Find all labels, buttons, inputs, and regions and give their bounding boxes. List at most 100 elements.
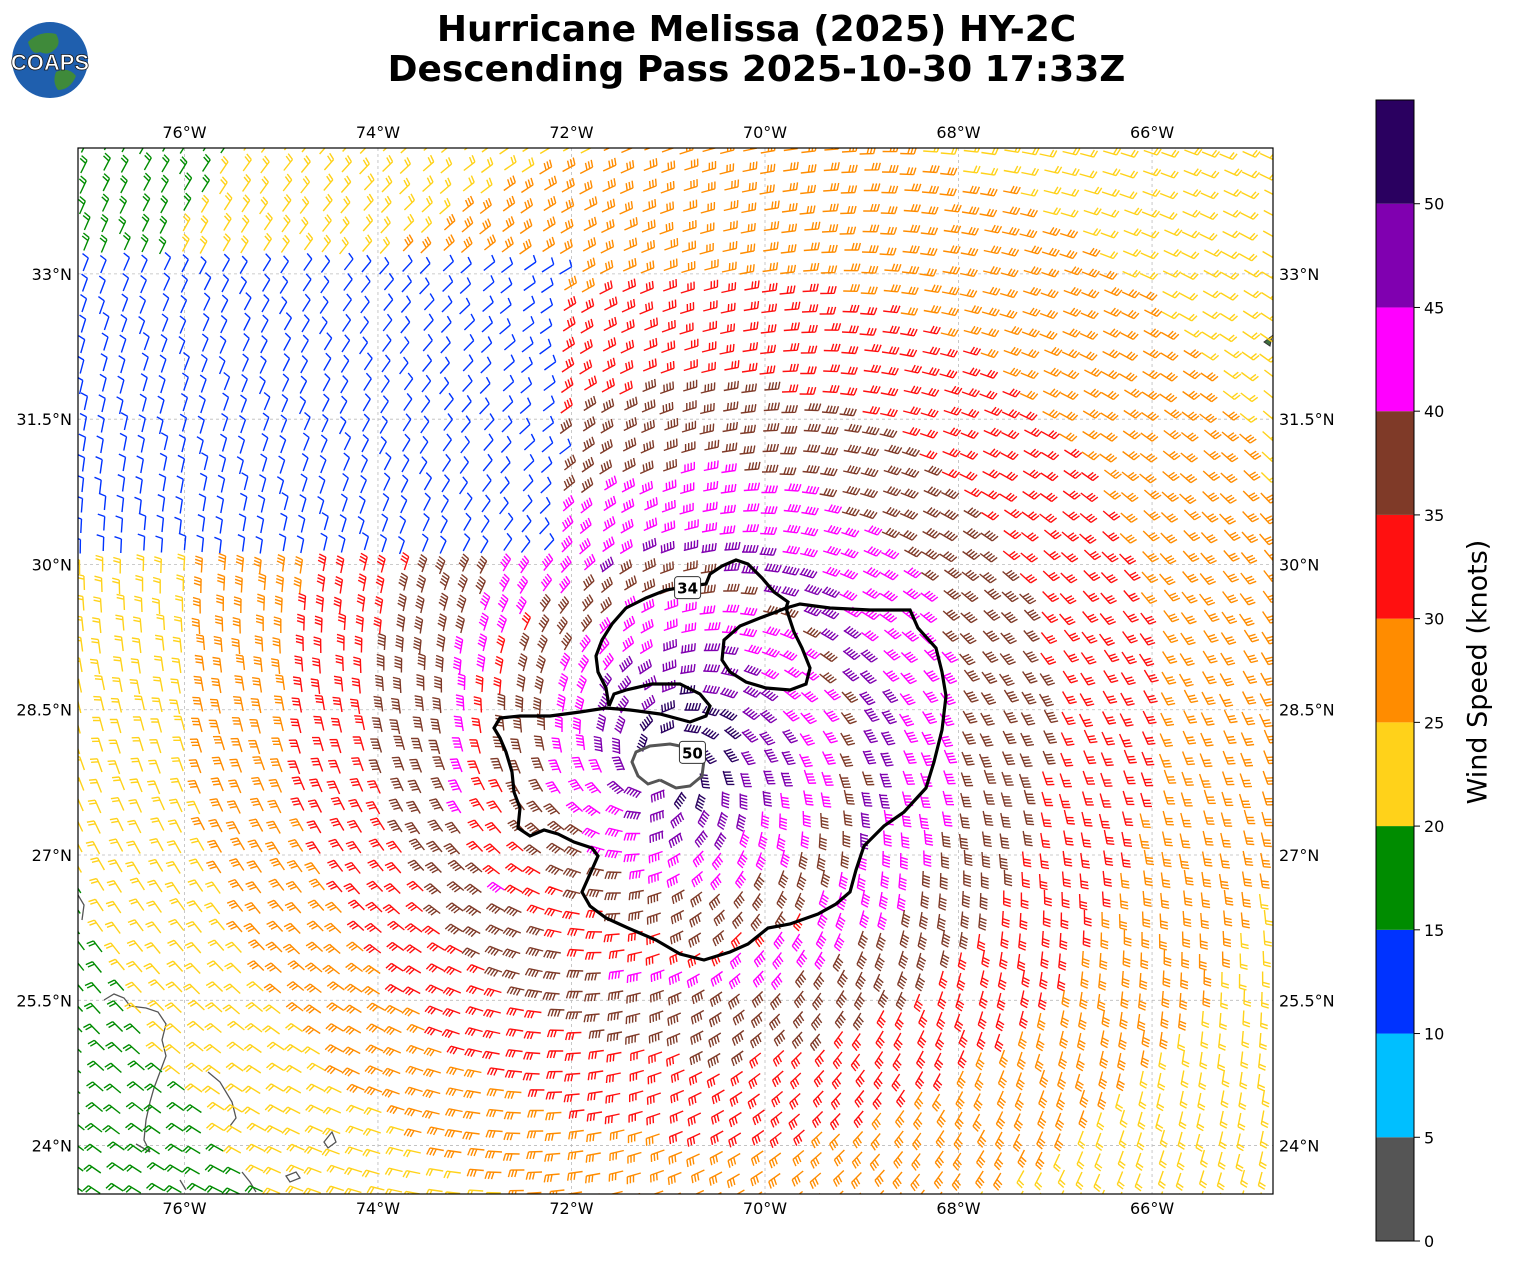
wind-barb: [900, 832, 910, 849]
wind-barb: [1220, 451, 1239, 463]
wind-barb: [1240, 552, 1258, 564]
wind-barb: [405, 1065, 424, 1075]
wind-barb: [144, 942, 161, 954]
wind-barb: [525, 925, 545, 936]
wind-barb: [506, 841, 524, 852]
wind-barb: [310, 757, 324, 772]
wind-barb: [328, 759, 341, 774]
wind-barb: [299, 494, 307, 513]
wind-barb: [507, 1169, 525, 1178]
wind-barb: [684, 519, 699, 531]
wind-barb: [955, 1091, 965, 1110]
wind-barb: [460, 435, 470, 454]
wind-barb: [703, 300, 718, 312]
wind-barb: [860, 488, 879, 499]
wind-barb: [145, 921, 162, 934]
wind-barb: [463, 313, 476, 331]
wind-barb: [763, 402, 780, 412]
wind-barb: [723, 380, 739, 392]
wind-barb: [900, 148, 917, 155]
wind-barb: [78, 433, 87, 452]
wind-barb: [803, 262, 820, 272]
wind-barb: [1135, 1152, 1144, 1171]
wind-barb: [80, 392, 89, 411]
wind-barb: [279, 435, 287, 454]
wind-barb: [104, 921, 121, 934]
wind-barb: [402, 1149, 421, 1158]
wind-barb: [913, 1112, 923, 1131]
wind-barb: [78, 746, 81, 755]
wind-barb: [593, 735, 603, 753]
wind-barb: [501, 969, 520, 980]
wind-barb: [253, 656, 263, 673]
wind-barb: [483, 254, 496, 272]
wind-barb: [385, 1146, 404, 1155]
wind-barb: [211, 756, 225, 771]
wind-barb: [779, 813, 788, 831]
wind-barb: [1043, 889, 1052, 907]
wind-barb: [220, 148, 226, 154]
wind-barb: [1160, 351, 1179, 361]
wind-barb: [420, 415, 430, 434]
wind-barb: [681, 601, 697, 613]
wind-barb: [748, 1072, 761, 1089]
wind-barb: [862, 224, 880, 233]
wind-barb: [670, 811, 685, 829]
wind-barb: [783, 688, 802, 700]
wind-barb: [740, 243, 756, 255]
wind-barb: [959, 653, 976, 666]
wind-barb: [365, 801, 381, 815]
wind-barb: [1021, 511, 1040, 521]
wind-barb: [543, 533, 555, 551]
wind-barb: [305, 941, 324, 953]
wind-barb: [106, 1000, 124, 1012]
wind-barb: [1039, 149, 1058, 158]
wind-barb: [821, 771, 834, 786]
wind-barb: [608, 969, 624, 980]
wind-barb: [1023, 810, 1035, 826]
wind-barb: [821, 244, 838, 254]
wind-barb: [1182, 571, 1199, 583]
wind-barb: [87, 1039, 105, 1051]
wind-barb: [259, 474, 267, 493]
wind-barb: [321, 234, 332, 253]
wind-barb: [1240, 912, 1250, 929]
wind-barb: [120, 175, 128, 194]
wind-barb: [105, 900, 122, 914]
wind-barb: [1119, 532, 1137, 544]
wind-barb: [547, 820, 565, 833]
wind-barb: [1259, 353, 1273, 363]
wind-barb: [903, 750, 917, 764]
wind-barb: [543, 196, 557, 212]
wind-barb: [960, 611, 978, 624]
wind-barb: [884, 444, 903, 455]
wind-barb: [701, 522, 718, 533]
wind-barb: [260, 148, 266, 153]
wind-barb: [201, 452, 209, 471]
wind-barb: [635, 1192, 641, 1194]
wind-barb: [523, 433, 536, 451]
wind-barb: [483, 433, 494, 451]
wind-barb: [859, 148, 876, 155]
wind-barb: [1019, 390, 1039, 400]
wind-barb: [156, 514, 165, 533]
wind-barb: [116, 396, 124, 415]
wind-barb: [862, 750, 877, 765]
wind-barb: [1004, 508, 1023, 519]
wind-barb: [554, 715, 563, 732]
wind-barb: [367, 780, 381, 794]
wind-barb: [557, 596, 570, 614]
wind-barb: [108, 838, 124, 852]
wind-barb: [215, 515, 223, 534]
lon-tick-label-top: 70°W: [743, 123, 787, 142]
wind-barb: [422, 154, 435, 172]
wind-barb: [1062, 307, 1082, 317]
wind-barb: [1161, 671, 1177, 685]
wind-barb: [177, 553, 186, 571]
contour-34kt-outer: [492, 602, 948, 962]
wind-barb: [1039, 309, 1059, 320]
wind-barb: [782, 363, 799, 373]
wind-barb: [326, 1002, 345, 1012]
wind-barb: [664, 418, 679, 431]
wind-barb: [1222, 390, 1241, 400]
